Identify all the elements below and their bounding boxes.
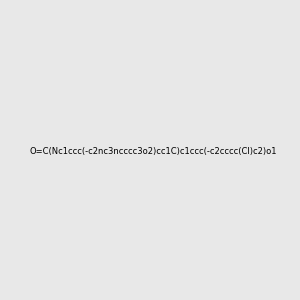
Text: O=C(Nc1ccc(-c2nc3ncccc3o2)cc1C)c1ccc(-c2cccc(Cl)c2)o1: O=C(Nc1ccc(-c2nc3ncccc3o2)cc1C)c1ccc(-c2… [30, 147, 278, 156]
